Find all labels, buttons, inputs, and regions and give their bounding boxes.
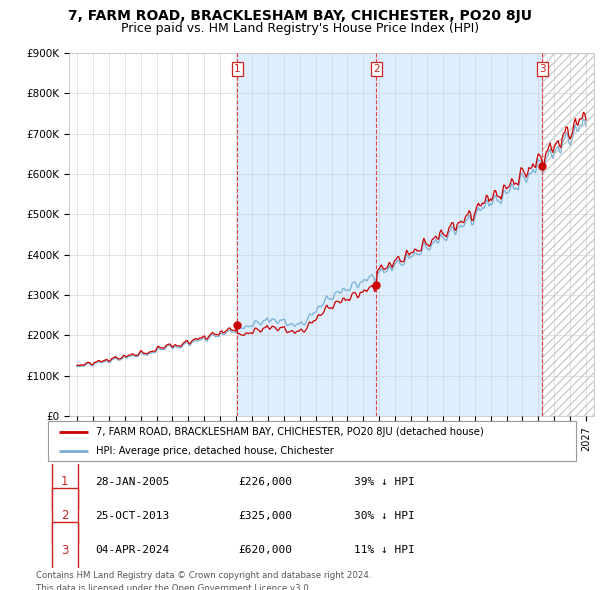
Text: 2: 2 xyxy=(61,509,68,523)
Text: Contains HM Land Registry data © Crown copyright and database right 2024.: Contains HM Land Registry data © Crown c… xyxy=(36,571,371,579)
Text: 3: 3 xyxy=(539,64,546,74)
Text: 3: 3 xyxy=(61,544,68,557)
Text: 28-JAN-2005: 28-JAN-2005 xyxy=(95,477,170,487)
FancyBboxPatch shape xyxy=(52,453,77,510)
Text: 04-APR-2024: 04-APR-2024 xyxy=(95,545,170,555)
Text: £325,000: £325,000 xyxy=(238,511,292,521)
Bar xyxy=(238,53,542,416)
Text: 7, FARM ROAD, BRACKLESHAM BAY, CHICHESTER, PO20 8JU: 7, FARM ROAD, BRACKLESHAM BAY, CHICHESTE… xyxy=(68,9,532,23)
Text: 39% ↓ HPI: 39% ↓ HPI xyxy=(354,477,415,487)
Text: 7, FARM ROAD, BRACKLESHAM BAY, CHICHESTER, PO20 8JU (detached house): 7, FARM ROAD, BRACKLESHAM BAY, CHICHESTE… xyxy=(95,427,483,437)
Text: 25-OCT-2013: 25-OCT-2013 xyxy=(95,511,170,521)
Text: HPI: Average price, detached house, Chichester: HPI: Average price, detached house, Chic… xyxy=(95,447,334,456)
Text: This data is licensed under the Open Government Licence v3.0.: This data is licensed under the Open Gov… xyxy=(36,584,311,590)
FancyBboxPatch shape xyxy=(52,522,77,579)
Text: 1: 1 xyxy=(61,475,68,488)
Text: 11% ↓ HPI: 11% ↓ HPI xyxy=(354,545,415,555)
Text: 1: 1 xyxy=(234,64,241,74)
Bar xyxy=(542,53,594,416)
Text: 2: 2 xyxy=(373,64,380,74)
Text: 30% ↓ HPI: 30% ↓ HPI xyxy=(354,511,415,521)
Text: £620,000: £620,000 xyxy=(238,545,292,555)
Text: £226,000: £226,000 xyxy=(238,477,292,487)
Bar xyxy=(542,53,594,416)
FancyBboxPatch shape xyxy=(48,421,576,461)
Text: Price paid vs. HM Land Registry's House Price Index (HPI): Price paid vs. HM Land Registry's House … xyxy=(121,22,479,35)
FancyBboxPatch shape xyxy=(52,487,77,545)
